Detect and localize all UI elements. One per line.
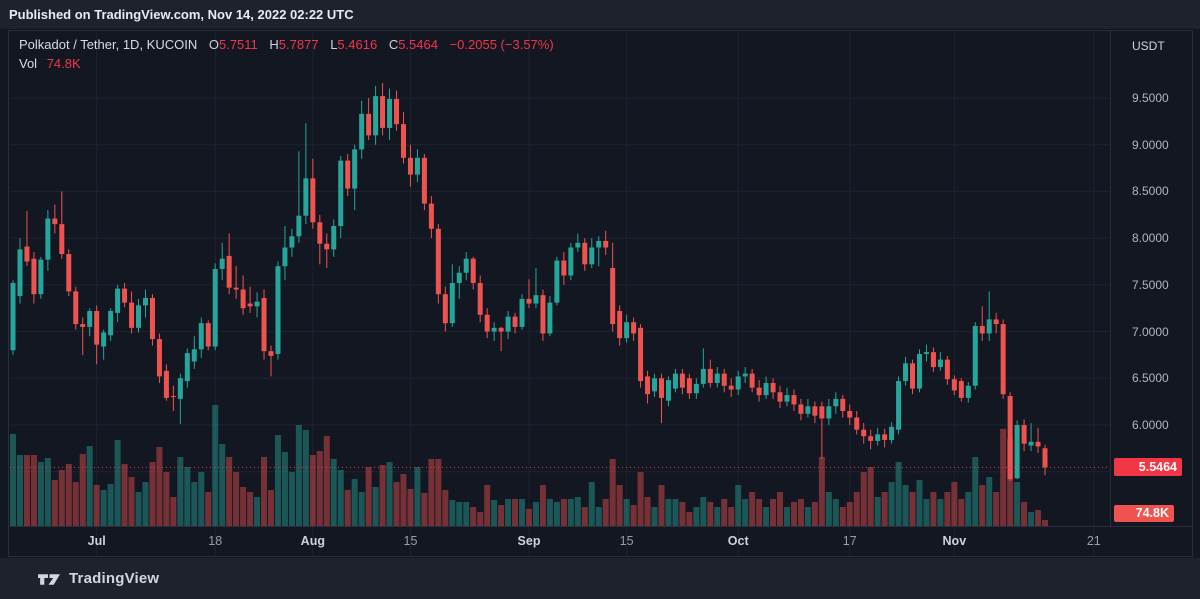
price-tick-label: 9.5000 [1132,91,1169,105]
ohlc-open-label: O [208,37,219,52]
price-tick-label: 8.5000 [1132,184,1169,199]
time-tick-label: 15 [619,534,634,548]
time-tick-label: 21 [1086,534,1101,548]
price-tick-label: 6.5000 [1132,371,1169,386]
symbol-legend: Polkadot / Tether, 1D, KUCOIN O5.7511 H5… [19,37,554,71]
time-tick-label: Jul [87,534,106,548]
brand-bar: TradingView [0,558,1200,599]
tradingview-logo-icon [38,573,60,585]
published-bar: Published on TradingView.com, Nov 14, 20… [0,0,1200,30]
volume-label: Vol [19,56,38,71]
ohlc-open-value: 5.7511 [218,37,258,52]
ohlc-low-value: 5.4616 [337,37,378,52]
published-text: Published on TradingView.com, Nov 14, 20… [9,7,354,22]
time-tick-label: Oct [727,534,749,548]
time-tick-label: Sep [517,534,541,548]
time-tick-label: 17 [842,534,857,548]
time-tick-label: Nov [942,534,967,548]
change-value: −0.2055 (−3.57%) [449,37,554,52]
volume-value: 74.8K [46,56,81,71]
ohlc-close-value: 5.5464 [398,37,438,52]
time-tick-label: 15 [403,534,418,548]
volume-row: Vol 74.8K [19,56,554,71]
price-tick-label: 7.5000 [1132,277,1169,292]
tradingview-logo-link[interactable]: TradingView [37,570,159,587]
volume-badge: 74.8K [1114,505,1174,522]
last-price-badge: 5.5464 [1114,458,1182,477]
symbol-title: Polkadot / Tether, 1D, KUCOIN [19,37,198,52]
ohlc-close-label: C [388,37,399,52]
ohlc-low-label: L [330,37,338,52]
time-axis[interactable]: Jul 18 Aug 15 Sep 15 Oct 17 Nov 21 [9,526,1192,556]
candlestick-chart[interactable] [9,31,1192,556]
price-axis[interactable]: USDT 9.5000 9.0000 8.5000 8.0000 7.5000 7.000… [1110,31,1192,526]
ohlc-high-label: H [269,37,279,52]
time-tick-label: Aug [300,534,325,548]
price-tick-label: 8.0000 [1132,231,1169,246]
symbol-ohlc-row: Polkadot / Tether, 1D, KUCOIN O5.7511 H5… [19,37,554,52]
quote-currency-label: USDT [1132,39,1165,53]
ohlc-high-value: 5.7877 [278,37,319,52]
price-tick-label: 9.0000 [1132,137,1169,152]
price-tick-label: 6.0000 [1132,418,1169,432]
chart-frame: Polkadot / Tether, 1D, KUCOIN O5.7511 H5… [8,30,1193,557]
brand-name: TradingView [69,570,160,587]
time-tick-label: 18 [208,534,223,548]
price-tick-label: 7.0000 [1132,324,1169,339]
